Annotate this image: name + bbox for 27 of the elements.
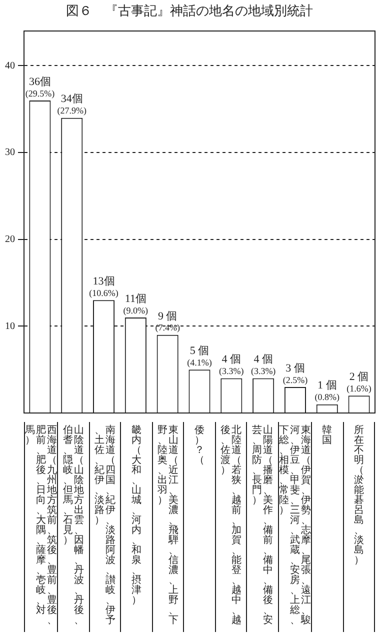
category-label: 山陽道（播磨、美作、備前、備中、備後、安芸、周防、長門） bbox=[252, 425, 274, 626]
y-tick-label: 30 bbox=[5, 147, 15, 158]
category-label: 東山道（近江、美濃、飛騨、信濃、上野、下野、陸奥、出羽） bbox=[157, 425, 178, 626]
category-label: 所在不明（淤能碁呂島、淡島） bbox=[354, 425, 364, 566]
data-label: 5 個 (4.1%) bbox=[187, 344, 212, 368]
data-label: 13個 (10.6%) bbox=[89, 276, 118, 298]
category-label: 北陸道（若狭、越前、加賀、能登、越中、越後、佐渡） bbox=[220, 425, 242, 626]
data-label: 2 個 (1.6%) bbox=[346, 371, 372, 394]
data-label: 9 個 (7.4%) bbox=[155, 310, 180, 333]
data-label: 11個 (9.0%) bbox=[123, 292, 148, 316]
category-label: 山陰道（山陰地方出雲、因幡、丹波、丹後、伯耆、隠岐、但馬、石見） bbox=[62, 425, 84, 626]
data-label: 4 個 (3.3%) bbox=[219, 354, 244, 376]
x-tick-label: 韓国 bbox=[322, 425, 332, 448]
category-label: 畿内（大和、山城、河内、和泉、摂津） bbox=[131, 425, 142, 606]
y-tick-label: 10 bbox=[5, 320, 15, 332]
y-tick-label: 20 bbox=[5, 234, 15, 245]
data-label: 34個 (27.9%) bbox=[57, 93, 86, 116]
chart-title: 図６ 『古事記』神話の地名の地域別統計 bbox=[65, 2, 314, 20]
data-label: 3 個 (2.5%) bbox=[282, 362, 308, 385]
category-label: 西海道（九州地方筑前、筑後、豊前、豊後、肥前、肥後、日向、大隅、薩摩、壱岐、対馬） bbox=[25, 425, 57, 626]
category-label: 東海道（伊賀、伊勢、志摩、尾張、遠江、駿河、伊豆、甲斐、三河、武蔵、安房、上総、下総、相模、常陸） bbox=[278, 425, 311, 626]
category-label: 南海道（四国、紀伊、淡路阿波、讃岐、伊予、土佐、紀伊、淡路） bbox=[94, 425, 116, 626]
x-tick-label: 倭（？） bbox=[194, 425, 205, 468]
data-label: 4 個 (3.3%) bbox=[250, 354, 276, 376]
y-tick-label: 40 bbox=[5, 60, 15, 72]
data-label: 36個 (29.5%) bbox=[25, 76, 55, 98]
data-label: 1 個 (0.8%) bbox=[314, 380, 340, 402]
